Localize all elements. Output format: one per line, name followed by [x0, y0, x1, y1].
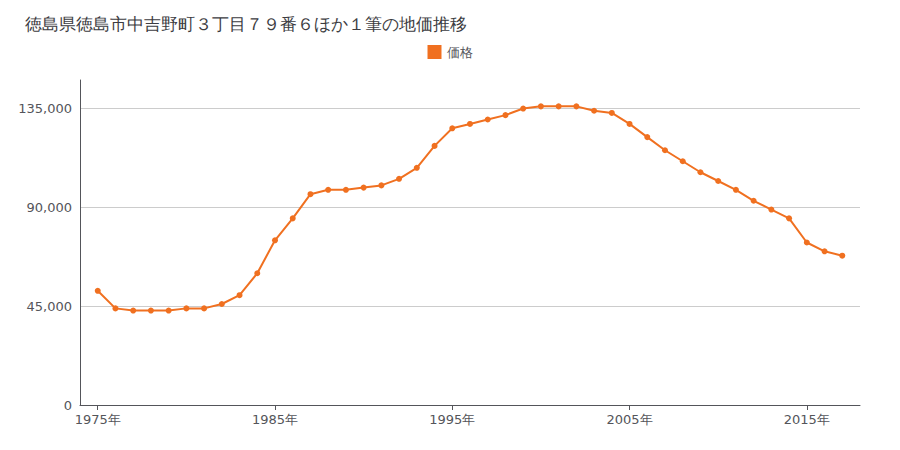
svg-text:45,000: 45,000 — [27, 299, 73, 314]
svg-text:2015年: 2015年 — [784, 412, 830, 427]
svg-text:2005年: 2005年 — [606, 412, 652, 427]
svg-text:1985年: 1985年 — [252, 412, 298, 427]
svg-text:1995年: 1995年 — [429, 412, 475, 427]
svg-text:0: 0 — [64, 398, 72, 413]
svg-text:価格: 価格 — [447, 45, 473, 60]
svg-text:徳島県徳島市中吉野町３丁目７９番６ほか１筆の地価推移: 徳島県徳島市中吉野町３丁目７９番６ほか１筆の地価推移 — [25, 14, 467, 34]
svg-text:1975年: 1975年 — [75, 412, 121, 427]
svg-text:90,000: 90,000 — [27, 200, 73, 215]
svg-text:135,000: 135,000 — [18, 101, 72, 116]
